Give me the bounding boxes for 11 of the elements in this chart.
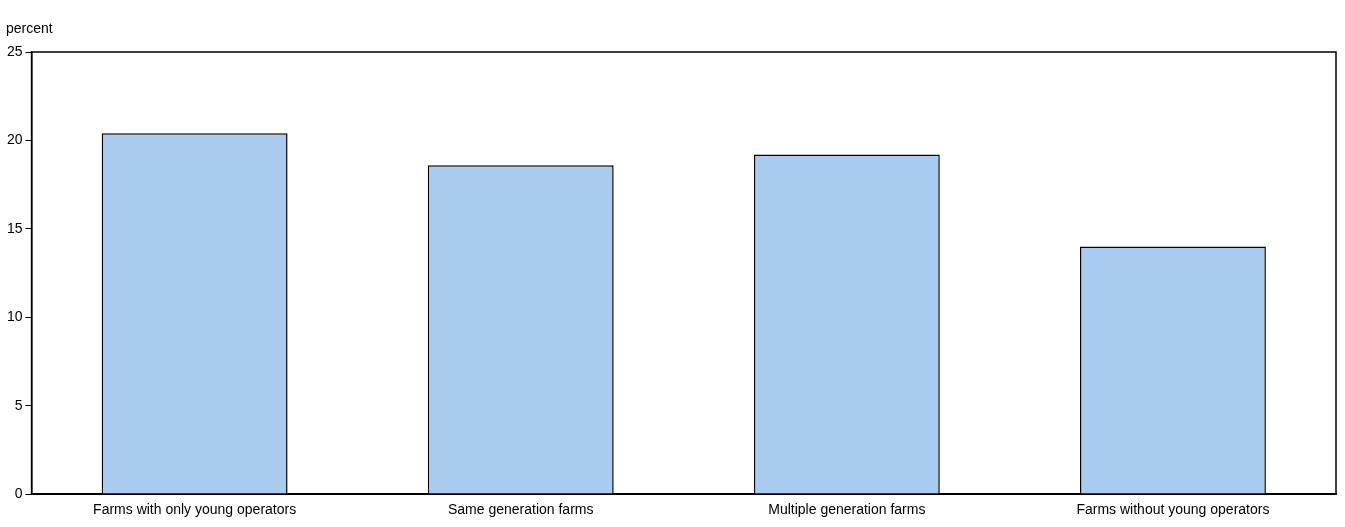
x-tick-label: Same generation farms — [447, 501, 594, 518]
y-tick-label: 15 — [6, 219, 23, 236]
x-tick-label: Farms with only young operators — [93, 501, 297, 518]
x-tick-label: Multiple generation farms — [768, 501, 926, 518]
x-tick-label: Farms without young operators — [1076, 501, 1270, 518]
y-tick-label: 0 — [14, 485, 23, 502]
y-tick-label: 20 — [6, 131, 23, 148]
y-tick-label: 5 — [14, 396, 23, 413]
y-axis-title: percent — [6, 20, 53, 36]
y-tick-label: 25 — [6, 42, 23, 59]
y-tick-label: 10 — [6, 308, 23, 325]
